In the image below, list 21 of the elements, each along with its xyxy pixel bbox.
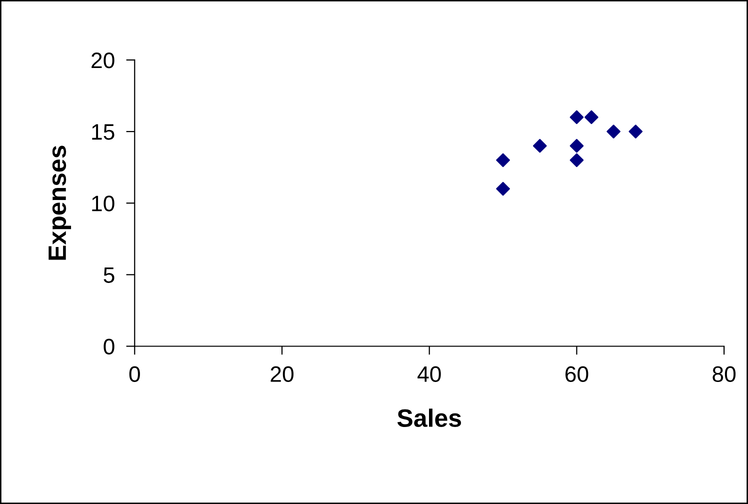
point	[570, 153, 584, 168]
x-tick-label: 20	[270, 366, 294, 382]
point	[496, 153, 510, 168]
x-tick-label: 60	[565, 366, 588, 382]
y-axis-title: Expenses	[48, 146, 72, 260]
point	[496, 182, 510, 196]
y-tick-label: 10	[92, 196, 114, 212]
x-axis-title: Sales	[397, 408, 461, 427]
point	[532, 138, 547, 153]
x-tick-label: 0	[129, 366, 140, 382]
point	[606, 124, 620, 138]
point	[570, 110, 584, 124]
y-tick-label: 15	[92, 124, 114, 140]
y-tick-label: 20	[92, 52, 114, 68]
point	[570, 138, 584, 153]
point	[628, 124, 643, 138]
x-tick-label: 40	[418, 366, 441, 382]
y-tick-label: 5	[104, 267, 114, 283]
y-tick-label: 0	[104, 338, 114, 355]
point	[584, 110, 598, 124]
x-tick-label: 80	[712, 366, 736, 382]
